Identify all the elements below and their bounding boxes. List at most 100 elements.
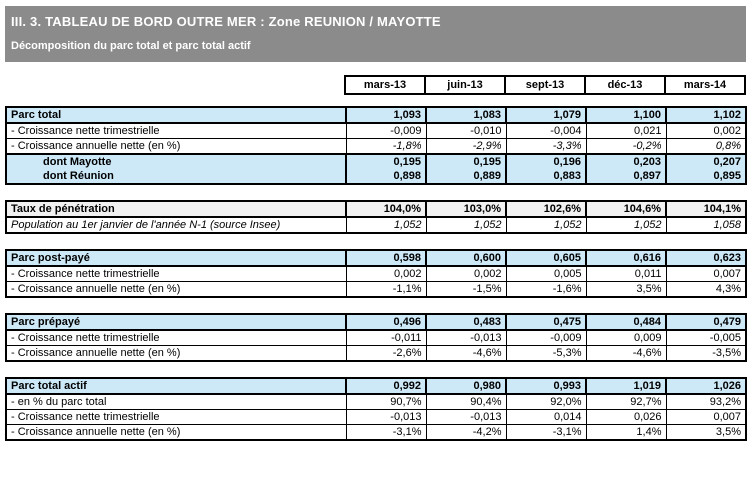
row-label: Parc total actif	[6, 378, 346, 395]
cell-value: -1,8%	[345, 138, 426, 154]
row-label: - Croissance nette trimestrielle	[11, 268, 160, 280]
column-header: mars-14	[664, 75, 746, 95]
cell-value: 0,623	[665, 250, 746, 267]
cell-value: 0,898	[345, 169, 426, 184]
section-taux-penetration: Taux de pénétration 104,0% 103,0% 102,6% 104…	[5, 200, 747, 234]
table-row: Taux de pénétration 104,0% 103,0% 102,6% 104…	[6, 201, 746, 218]
table-row: Parc post-payé 0,598 0,600 0,605 0,616 0,623	[6, 250, 746, 267]
cell-value: -1,5%	[425, 281, 506, 297]
cell-value: 1,102	[665, 107, 746, 124]
cell-value: 0,005	[505, 266, 586, 282]
table-row: dont Mayotte 0,195 0,195 0,196 0,203 0,207	[6, 153, 746, 169]
cell-value: -3,1%	[505, 424, 586, 440]
row-label: - Croissance nette trimestrielle	[11, 125, 160, 137]
cell-value: 103,0%	[425, 201, 506, 218]
cell-value: 1,052	[425, 217, 506, 233]
table-row: Parc total actif 0,992 0,980 0,993 1,019 1,02…	[6, 378, 746, 395]
cell-value: 0,483	[425, 314, 506, 331]
row-label: dont Réunion	[6, 169, 346, 184]
cell-value: 1,052	[505, 217, 586, 233]
row-label: - Croissance annuelle nette (en %)	[6, 138, 346, 154]
cell-value: 90,7%	[345, 394, 426, 410]
cell-value: 1,058	[665, 217, 746, 233]
cell-value: 1,019	[585, 378, 666, 395]
column-header: juin-13	[424, 75, 506, 95]
column-header: mars-13	[344, 75, 426, 95]
cell-value: 0,992	[345, 378, 426, 395]
cell-value: -0,004	[505, 123, 586, 139]
table-row: - en % du parc total 90,7% 90,4% 92,0% 92,7%…	[6, 394, 746, 410]
cell-value: 0,007	[665, 266, 746, 282]
table-row: - Croissance annuelle nette (en %) -2,6% -…	[6, 345, 746, 361]
table-row: - Croissance annuelle nette (en %) -1,8% -…	[6, 138, 746, 154]
cell-value: 0,002	[425, 266, 506, 282]
table-row: Parc prépayé 0,496 0,483 0,475 0,484 0,479	[6, 314, 746, 331]
table-row: Parc total 1,093 1,083 1,079 1,100 1,102	[6, 107, 746, 124]
cell-value: 3,5%	[665, 424, 746, 440]
row-label: - Croissance annuelle nette (en %)	[6, 424, 346, 440]
column-header: sept-13	[504, 75, 586, 95]
cell-value: 0,484	[585, 314, 666, 331]
row-label: - Croissance annuelle nette (en %)	[6, 281, 346, 297]
cell-value: 0,021	[585, 123, 666, 139]
column-header-spacer	[5, 76, 345, 94]
cell-value: 93,2%	[665, 394, 746, 410]
cell-value: 0,496	[345, 314, 426, 331]
cell-value: 0,007	[665, 409, 746, 425]
cell-value: 0,605	[505, 250, 586, 267]
section-parc-post-paye: Parc post-payé 0,598 0,600 0,605 0,616 0,623-…	[5, 249, 747, 298]
cell-value: 0,993	[505, 378, 586, 395]
row-label: Parc post-payé	[6, 250, 346, 267]
section-parc-total: Parc total 1,093 1,083 1,079 1,100 1,102- Cro…	[5, 106, 747, 185]
cell-value: 0,207	[665, 153, 746, 169]
cell-value: 0,8%	[665, 138, 746, 154]
cell-value: 0,895	[665, 169, 746, 184]
cell-value: -4,6%	[425, 345, 506, 361]
cell-value: -1,1%	[345, 281, 426, 297]
cell-value: 104,6%	[585, 201, 666, 218]
cell-value: -0,009	[505, 330, 586, 346]
cell-value: 92,7%	[585, 394, 666, 410]
cell-value: 1,079	[505, 107, 586, 124]
cell-value: 1,4%	[585, 424, 666, 440]
table-sections: Parc total 1,093 1,083 1,079 1,100 1,102- Cro…	[5, 106, 747, 441]
cell-value: 0,195	[425, 153, 506, 169]
cell-value: 0,026	[585, 409, 666, 425]
cell-value: -0,010	[425, 123, 506, 139]
row-label: Parc prépayé	[6, 314, 346, 331]
row-label: - Croissance nette trimestrielle	[6, 409, 346, 425]
cell-value: 0,897	[585, 169, 666, 184]
cell-value: 0,203	[585, 153, 666, 169]
cell-value: -2,6%	[345, 345, 426, 361]
cell-value: -0,013	[425, 409, 506, 425]
cell-value: -0,2%	[585, 138, 666, 154]
cell-value: 3,5%	[585, 281, 666, 297]
cell-value: -3,5%	[665, 345, 746, 361]
row-label: - en % du parc total	[11, 396, 107, 408]
table-row: - Croissance annuelle nette (en %) -1,1% -…	[6, 281, 746, 297]
row-label: Parc total	[6, 107, 346, 124]
report-title-bar: III. 3. TABLEAU DE BORD OUTRE MER : Zone…	[5, 6, 746, 62]
cell-value: 0,475	[505, 314, 586, 331]
cell-value: 0,014	[505, 409, 586, 425]
cell-value: 1,093	[345, 107, 426, 124]
section-parc-total-actif: Parc total actif 0,992 0,980 0,993 1,019 1,02…	[5, 377, 747, 441]
cell-value: 1,052	[585, 217, 666, 233]
cell-value: 0,009	[585, 330, 666, 346]
cell-value: 0,002	[345, 266, 426, 282]
cell-value: 0,002	[665, 123, 746, 139]
cell-value: 92,0%	[505, 394, 586, 410]
table-row: - Croissance nette trimestrielle -0,009 -0…	[6, 123, 746, 139]
cell-value: 0,195	[345, 153, 426, 169]
column-header: déc-13	[584, 75, 666, 95]
cell-value: 1,026	[665, 378, 746, 395]
cell-value: 0,196	[505, 153, 586, 169]
column-header-tr: mars-13 juin-13 sept-13 déc-13 mars-14	[5, 75, 746, 95]
cell-value: 0,883	[505, 169, 586, 184]
cell-value: -4,6%	[585, 345, 666, 361]
cell-value: 0,980	[425, 378, 506, 395]
report-subtitle: Décomposition du parc total et parc tota…	[11, 40, 251, 52]
cell-value: 0,600	[425, 250, 506, 267]
cell-value: -3,3%	[505, 138, 586, 154]
